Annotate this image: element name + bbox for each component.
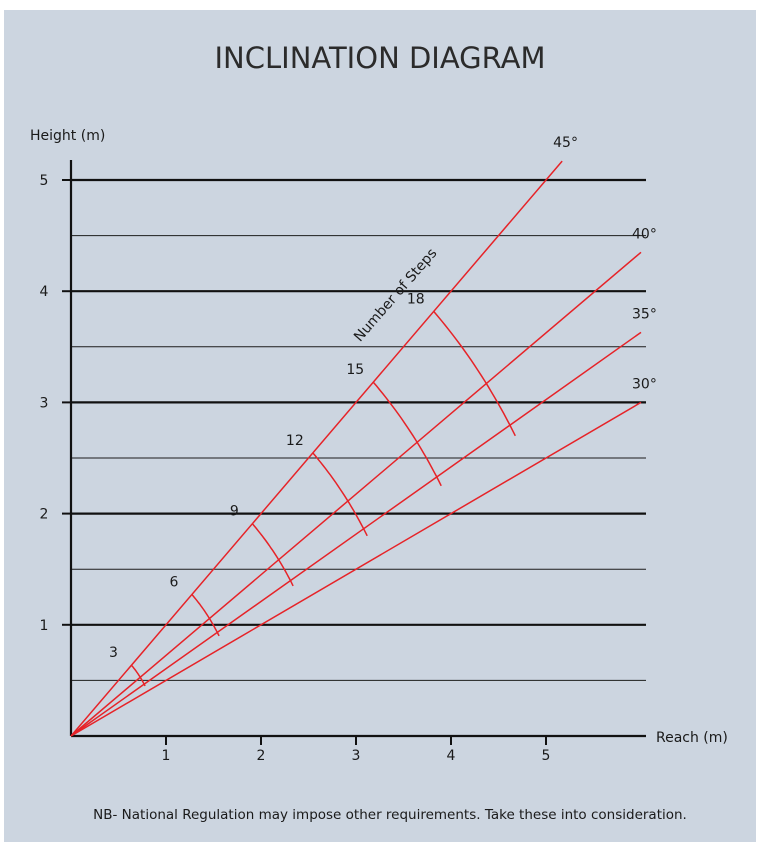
step-arcs: 3 6 9 12 15 18 [109, 291, 516, 687]
y-tick-label: 5 [40, 173, 49, 189]
angle-label: 35° [632, 306, 657, 322]
x-tick-label: 2 [257, 748, 266, 764]
angle-label: 45° [553, 135, 578, 151]
x-tick-label: 4 [447, 748, 456, 764]
step-count-label: 9 [230, 504, 239, 520]
y-tick-label: 4 [40, 284, 49, 300]
y-tick-label: 3 [40, 395, 49, 411]
x-tick-label: 3 [352, 748, 361, 764]
footnote: NB- National Regulation may impose other… [93, 807, 687, 823]
x-tick-label: 1 [162, 748, 171, 764]
gridlines [71, 178, 646, 681]
inclination-lines: 45° 40° 35° 30° Number of Steps [70, 135, 657, 737]
angle-label: 30° [632, 376, 657, 392]
step-count-label: 3 [109, 645, 118, 661]
chart-title: INCLINATION DIAGRAM [214, 41, 545, 75]
step-arc [312, 452, 368, 537]
x-axis-label: Reach (m) [656, 730, 728, 746]
axes [62, 160, 646, 745]
step-arc [130, 664, 146, 687]
y-tick-label: 2 [40, 507, 49, 523]
step-count-label: 18 [407, 291, 425, 307]
step-arc [191, 594, 220, 637]
step-arc [251, 523, 294, 587]
x-tick-label: 5 [542, 748, 551, 764]
y-axis-label: Height (m) [30, 128, 105, 144]
inclination-line [70, 251, 642, 737]
angle-label: 40° [632, 226, 657, 242]
step-arc [372, 381, 442, 487]
step-count-label: 15 [346, 362, 364, 378]
step-count-label: 12 [286, 433, 304, 449]
chart-panel [4, 10, 756, 842]
inclination-line [70, 401, 642, 737]
inclination-line [70, 331, 642, 737]
inclination-line [70, 160, 563, 737]
y-tick-label: 1 [40, 618, 49, 634]
number-of-steps-label: Number of Steps [351, 246, 440, 345]
step-count-label: 6 [169, 574, 178, 590]
step-arc [433, 310, 516, 437]
